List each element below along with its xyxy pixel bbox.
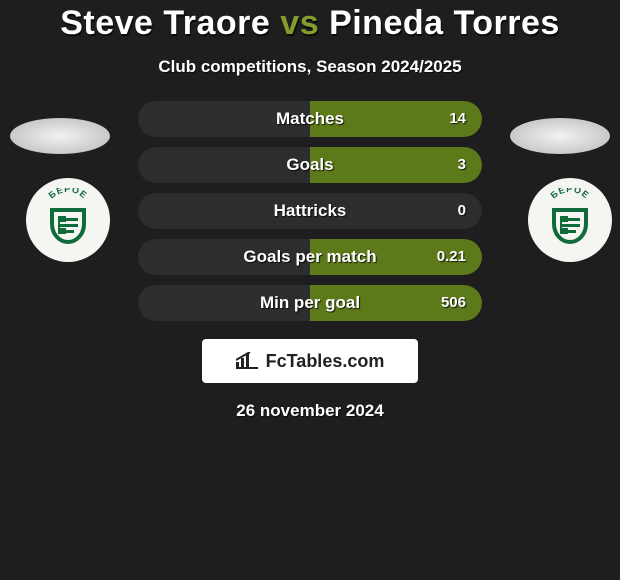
stat-label: Goals <box>138 147 482 183</box>
stat-value-right: 3 <box>458 147 466 183</box>
stat-value-right: 0.21 <box>437 239 466 275</box>
stat-label: Min per goal <box>138 285 482 321</box>
brand-text: FcTables.com <box>266 351 385 372</box>
stat-label: Matches <box>138 101 482 137</box>
stat-label: Goals per match <box>138 239 482 275</box>
date-text: 26 november 2024 <box>0 401 620 421</box>
season-subtitle: Club competitions, Season 2024/2025 <box>0 57 620 77</box>
bar-chart-icon <box>236 352 258 370</box>
player-left-name: Steve Traore <box>60 4 270 42</box>
stat-value-right: 0 <box>458 193 466 229</box>
vs-text: vs <box>280 4 319 42</box>
stat-value-right: 14 <box>449 101 466 137</box>
stat-value-right: 506 <box>441 285 466 321</box>
stat-row: Goals per match0.21 <box>138 239 482 275</box>
player-right-name: Pineda Torres <box>329 4 560 42</box>
stat-row: Matches14 <box>138 101 482 137</box>
comparison-title: Steve Traore vs Pineda Torres <box>0 0 620 43</box>
stats-column: Matches14 Goals3 Hattricks0 Goals per match… <box>138 101 482 321</box>
stat-label: Hattricks <box>138 193 482 229</box>
brand-badge[interactable]: FcTables.com <box>202 339 418 383</box>
stat-row: Min per goal506 <box>138 285 482 321</box>
stat-row: Goals3 <box>138 147 482 183</box>
stat-row: Hattricks0 <box>138 193 482 229</box>
